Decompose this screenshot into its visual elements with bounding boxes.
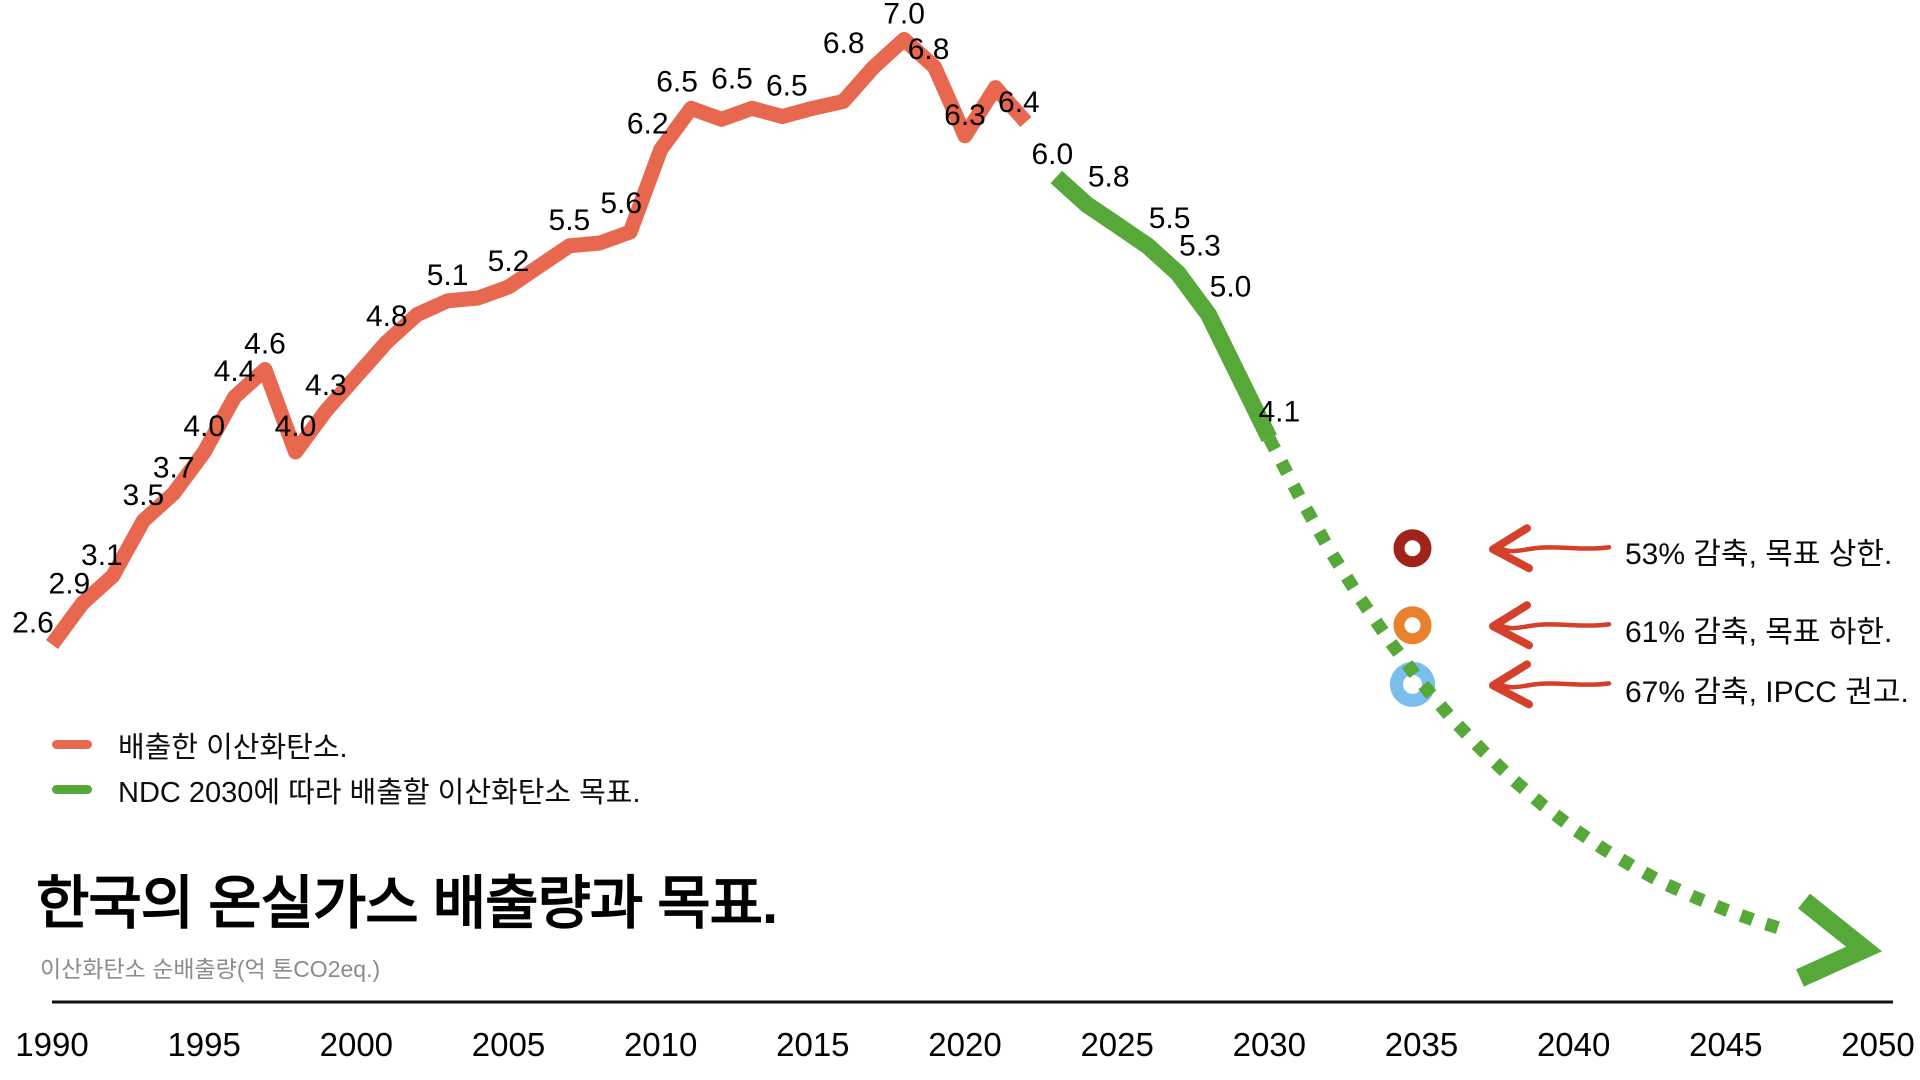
axis-tick-label: 1995 [167,1026,240,1063]
data-label: 6.2 [627,108,669,141]
axis-tick-label: 2000 [320,1026,393,1063]
data-label: 4.0 [183,410,225,443]
data-label: 6.8 [908,33,950,66]
left-arrow-icon-0 [1489,524,1612,573]
left-arrow-icon-1 [1489,601,1612,650]
data-label: 5.8 [1088,161,1130,194]
data-label: 5.5 [549,204,591,237]
green-arrowhead-icon [1796,893,1883,987]
axis-tick-label: 2025 [1080,1026,1153,1063]
chart-subtitle: 이산화탄소 순배출량(억 톤CO2eq.) [40,956,381,982]
axis-tick-label: 2035 [1385,1026,1458,1063]
data-label: 5.6 [600,187,642,220]
data-label: 4.3 [305,369,347,402]
axis-tick-label: 2010 [624,1026,697,1063]
target-dot-0 [1393,529,1432,568]
axis-tick-label: 2050 [1841,1026,1914,1063]
data-label: 3.5 [122,479,164,512]
data-label: 4.6 [244,328,286,361]
axis-tick-label: 1990 [15,1026,88,1063]
data-label: 6.5 [711,62,753,95]
page-title: 한국의 온실가스 배출량과 목표. [36,871,778,936]
axis-tick-label: 2005 [472,1026,545,1063]
ndc-target-line [1050,170,1277,443]
annotation-upper-target: 53% 감축, 목표 상한. [1625,538,1893,571]
legend: 배출한 이산화탄소. NDC 2030에 따라 배출할 이산화탄소 목표. [52,722,641,812]
data-label: 5.2 [488,245,530,278]
legend-label: 배출한 이산화탄소. [118,731,348,764]
legend-item-emissions: 배출한 이산화탄소. [52,722,641,767]
data-label: 3.1 [81,539,123,572]
data-label: 5.1 [427,259,469,292]
data-label: 6.5 [766,69,808,102]
axis-tick-label: 2030 [1233,1026,1306,1063]
data-label: 4.8 [366,300,408,333]
data-label: 7.0 [883,0,925,31]
legend-item-ndc-target: NDC 2030에 따라 배출할 이산화탄소 목표. [52,767,641,812]
data-label: 3.7 [153,451,195,484]
legend-swatch-green [52,785,92,794]
data-label: 2.6 [12,607,54,640]
data-label: 5.5 [1149,202,1191,235]
data-label: 6.4 [998,86,1040,119]
legend-label: NDC 2030에 따라 배출할 이산화탄소 목표. [118,776,641,809]
data-label: 6.5 [656,65,698,98]
emissions-line [45,32,1032,649]
annotation-ipcc: 67% 감축, IPCC 권고. [1625,676,1909,709]
data-label: 6.8 [823,27,865,60]
axis-tick-label: 2045 [1689,1026,1762,1063]
annotation-lower-target: 61% 감축, 목표 하한. [1625,616,1893,649]
legend-swatch-red [52,740,92,749]
data-label: 6.0 [1031,138,1073,171]
data-label: 2.9 [49,567,91,600]
axis-tick-label: 2020 [928,1026,1001,1063]
ndc-projection-dotted-line [1263,435,1789,937]
target-dot-1 [1393,606,1432,645]
data-label: 4.4 [214,355,256,388]
data-label: 6.3 [944,99,986,132]
left-arrow-icon-2 [1489,660,1612,709]
axis-tick-label: 2040 [1537,1026,1610,1063]
data-label: 4.1 [1258,395,1300,428]
data-label: 5.0 [1210,271,1252,304]
data-label: 4.0 [275,410,317,443]
axis-tick-label: 2015 [776,1026,849,1063]
data-label: 5.3 [1179,229,1221,262]
